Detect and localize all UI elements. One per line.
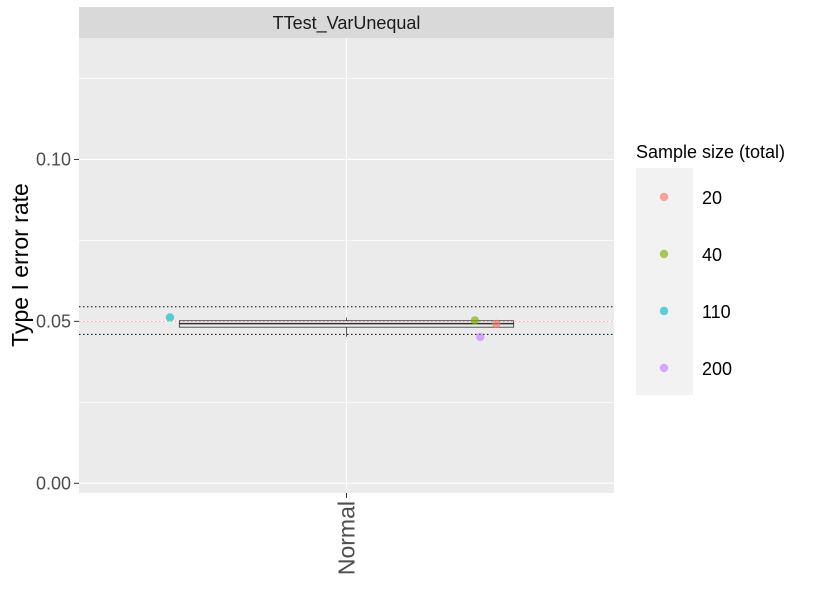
x-axis: Normal (334, 493, 360, 575)
legend-key-20 (659, 192, 669, 202)
legend-label-40: 40 (702, 245, 722, 265)
boxplots (178, 317, 515, 337)
data-points (165, 313, 501, 342)
data-point-20 (492, 319, 501, 329)
legend: 20 40 110 200 (659, 188, 732, 379)
legend-title: Sample size (total) (636, 142, 785, 162)
y-axis: 0.00 0.05 0.10 (36, 149, 79, 493)
facet-strip-label: TTest_VarUnequal (273, 13, 421, 34)
reference-lines (79, 306, 614, 335)
y-axis-title: Type I error rate (7, 183, 33, 347)
legend-label-110: 110 (702, 302, 731, 322)
facet-strip (79, 7, 614, 38)
data-point-40 (470, 316, 480, 325)
y-tick-label: 0.05 (36, 311, 71, 331)
legend-key-200 (659, 363, 669, 373)
x-tick-label: Normal (334, 501, 360, 575)
data-point-200 (476, 332, 485, 342)
legend-label-200: 200 (702, 359, 732, 379)
legend-key-40 (659, 249, 669, 259)
y-tick-label: 0.00 (36, 473, 71, 493)
y-tick-label: 0.10 (36, 149, 71, 169)
data-point-110 (165, 313, 175, 322)
legend-key-background (636, 168, 693, 395)
legend-label-20: 20 (702, 188, 722, 208)
legend-key-110 (659, 306, 669, 316)
